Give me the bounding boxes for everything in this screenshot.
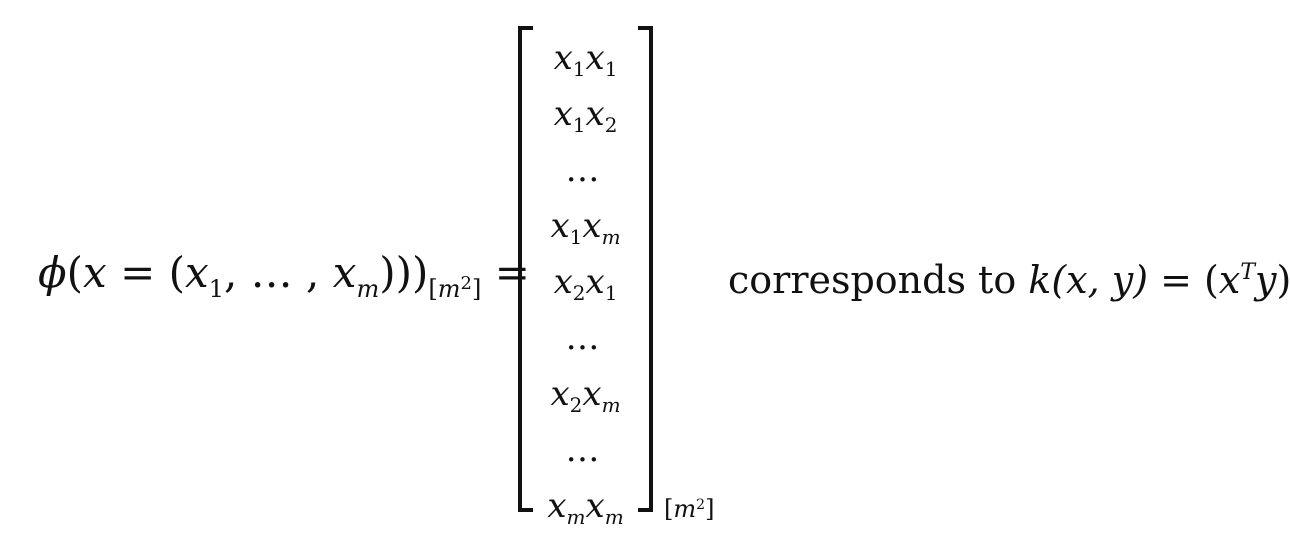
kernel-open-parenthesis: (: [1204, 258, 1219, 302]
left-matrix-bracket: [518, 26, 533, 512]
matrix-dimension-open-bracket: [: [664, 495, 674, 523]
tuple-separator: , … ,: [223, 248, 333, 297]
tuple-last-variable: x: [332, 248, 357, 297]
factor-x: x: [550, 374, 570, 414]
factor-subscript: m: [601, 225, 621, 249]
matrix-ellipsis: …: [532, 142, 639, 198]
factor-x: x: [550, 206, 570, 246]
matrix-dimension-power: 2: [696, 497, 706, 513]
dimension-close-bracket: ]: [471, 275, 482, 303]
input-variable-x: x: [83, 248, 107, 297]
factor-x: x: [585, 262, 605, 302]
tuple-first-variable: x: [185, 248, 209, 297]
factor-x: x: [553, 94, 573, 134]
factor-subscript: m: [604, 505, 624, 529]
factor-subscript: 1: [572, 57, 586, 81]
corresponds-text: corresponds to: [728, 258, 1029, 302]
matrix-entry-x1-xm: x1xm: [532, 198, 639, 254]
right-matrix-bracket: [638, 26, 653, 512]
dimension-base: m: [437, 275, 461, 303]
kernel-y: y: [1255, 258, 1277, 302]
factor-subscript: 2: [569, 393, 583, 417]
matrix-entry-x1-x2: x1x2: [532, 86, 639, 142]
factor-subscript: 1: [604, 281, 618, 305]
equals-sign: =: [106, 248, 169, 297]
ellipsis-text: …: [565, 318, 606, 358]
factor-subscript: 2: [572, 281, 586, 305]
matrix-entry-x1-x1: x1x1: [532, 30, 639, 86]
matrix-entry-x2-xm: x2xm: [532, 366, 639, 422]
kernel-equals-sign: =: [1148, 258, 1205, 302]
factor-x: x: [547, 486, 567, 526]
dimension-open-bracket: [: [428, 275, 438, 303]
factor-subscript: 1: [569, 225, 583, 249]
kernel-function-k: k: [1028, 258, 1052, 302]
ellipsis-text: …: [565, 430, 606, 470]
matrix-dimension-close-bracket: ]: [705, 495, 715, 523]
kernel-close-parenthesis: ): [1276, 258, 1290, 302]
transpose-marker: T: [1240, 260, 1255, 285]
feature-vector-matrix: x1x1 x1x2 … x1xm x2x1 … x2xm … xmxm: [518, 26, 653, 529]
factor-subscript: 2: [604, 113, 618, 137]
feature-map-lhs: ϕ(x = (x1, … , xm)))[m2] =: [38, 243, 530, 303]
factor-subscript: 1: [572, 113, 586, 137]
tuple-open-parenthesis: (: [168, 248, 186, 297]
factor-x: x: [553, 262, 573, 302]
factor-subscript: m: [601, 393, 621, 417]
factor-x: x: [582, 206, 602, 246]
phi-symbol: ϕ: [38, 248, 67, 297]
tuple-last-subscript: m: [356, 275, 380, 303]
closing-parentheses: ))): [379, 248, 429, 297]
ellipsis-text: …: [565, 150, 606, 190]
kernel-arguments: (x, y): [1051, 258, 1149, 302]
factor-x: x: [585, 94, 605, 134]
matrix-entries: x1x1 x1x2 … x1xm x2x1 … x2xm … xmxm: [532, 30, 639, 534]
factor-x: x: [582, 374, 602, 414]
open-parenthesis: (: [66, 248, 84, 297]
feature-dimension: [m2]: [428, 273, 482, 303]
kernel-x: x: [1218, 258, 1241, 302]
factor-x: x: [553, 38, 573, 78]
matrix-entry-xm-xm: xmxm: [532, 478, 639, 534]
matrix-dimension-base: m: [673, 495, 697, 523]
factor-subscript: 1: [604, 57, 618, 81]
matrix-ellipsis: …: [532, 310, 639, 366]
matrix-ellipsis: …: [532, 422, 639, 478]
factor-subscript: m: [566, 505, 586, 529]
dimension-power: 2: [460, 273, 472, 294]
matrix-entry-x2-x1: x2x1: [532, 254, 639, 310]
factor-x: x: [585, 486, 605, 526]
factor-x: x: [585, 38, 605, 78]
matrix-dimension-label: [m2]: [664, 486, 714, 524]
tuple-first-subscript: 1: [208, 275, 224, 303]
matrix-equals-sign: =: [481, 248, 530, 297]
kernel-correspondence: corresponds to k(x, y) = (xTy)2: [728, 243, 1290, 303]
